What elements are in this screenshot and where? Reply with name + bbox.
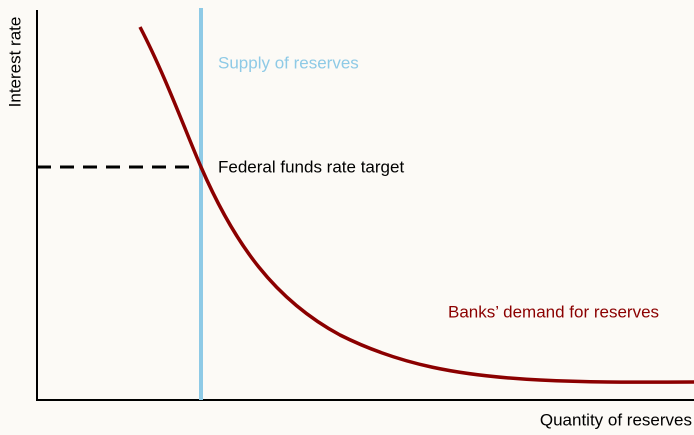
target-label: Federal funds rate target — [218, 157, 404, 176]
demand-label: Banks’ demand for reserves — [448, 302, 659, 321]
demand-curve — [138, 26, 694, 384]
supply-label: Supply of reserves — [218, 53, 359, 72]
x-axis-label: Quantity of reserves — [540, 410, 692, 429]
y-axis-label: Interest rate — [5, 17, 24, 108]
